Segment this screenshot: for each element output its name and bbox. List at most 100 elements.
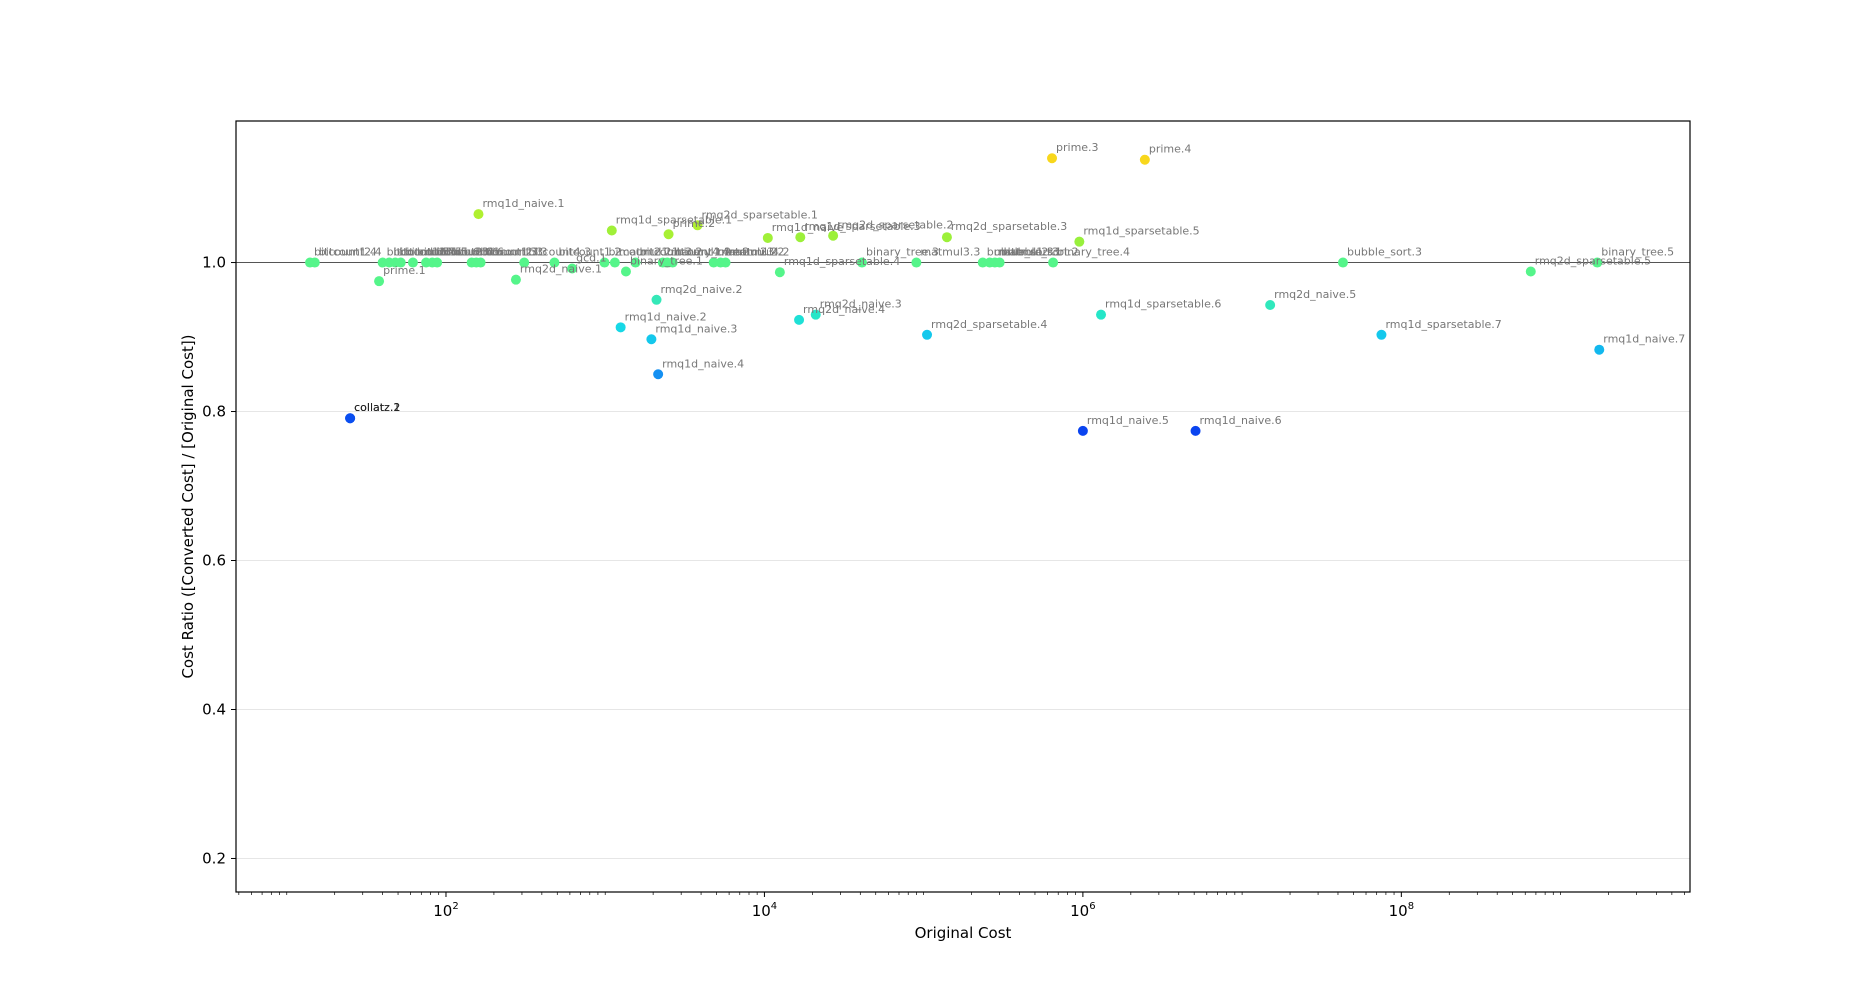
data-point	[994, 257, 1005, 268]
point-label: bitcount4.6	[441, 246, 504, 259]
data-point	[407, 257, 418, 268]
data-point	[309, 257, 320, 268]
data-point	[599, 257, 610, 268]
data-point	[615, 322, 626, 333]
data-point	[1337, 257, 1348, 268]
data-point	[630, 257, 641, 268]
data-point	[1139, 154, 1150, 165]
point-label: matmul1.2	[671, 246, 731, 259]
data-point	[1190, 425, 1201, 436]
point-label: rmq2d_sparsetable.5	[1535, 254, 1651, 267]
data-point	[762, 232, 773, 243]
point-label: matmul4.2	[730, 246, 790, 259]
data-point	[1594, 344, 1605, 355]
data-point	[1376, 329, 1387, 340]
point-label: rmq1d_naive.3	[655, 322, 737, 335]
point-label: collatz.1	[354, 401, 400, 414]
data-point	[774, 267, 785, 278]
y-axis-title: Cost Ratio ([Converted Cost] / [Original…	[179, 334, 197, 678]
plot-frame	[235, 120, 1691, 893]
data-point	[795, 232, 806, 243]
point-label: bubble_sort.1	[987, 246, 1062, 259]
data-point	[609, 257, 620, 268]
point-label: rmq1d_naive.5	[1087, 414, 1169, 427]
data-point	[653, 369, 664, 380]
point-label: matmul1.3	[994, 246, 1054, 259]
point-label: rmq2d_naive.5	[1274, 288, 1356, 301]
data-point	[510, 274, 521, 285]
y-tick-label: 0.4	[202, 700, 226, 718]
point-label: bitcount4.5	[405, 246, 468, 259]
x-tick-label: 106	[1070, 901, 1095, 920]
y-tick-label: 0.2	[202, 849, 226, 867]
x-tick-label: 102	[433, 901, 458, 920]
point-label: matmul3.3	[920, 246, 980, 259]
data-point	[977, 257, 988, 268]
point-label: rmq2d_naive.1	[520, 263, 602, 276]
data-point	[1047, 153, 1058, 164]
data-point	[646, 334, 657, 345]
x-axis-title: Original Cost	[915, 924, 1012, 942]
point-label: bitcount2.2	[609, 246, 672, 259]
point-label: matmul1.1	[619, 246, 679, 259]
data-point	[667, 257, 678, 268]
data-point	[519, 257, 530, 268]
point-label: prime.4	[1149, 143, 1192, 156]
point-label: rmq1d_naive	[772, 221, 844, 234]
data-point	[911, 257, 922, 268]
point-label: rmq1d_naive.1	[482, 197, 564, 210]
point-label: bitcount3.3	[485, 246, 548, 259]
point-label: prime.1	[383, 264, 426, 277]
point-label: bitcount1.4	[314, 246, 377, 259]
point-label: rmq1d_naive.2	[625, 310, 707, 323]
point-label: binary_tree.2	[677, 246, 750, 259]
data-point	[620, 266, 631, 277]
point-label: matmul2.3	[999, 246, 1059, 259]
x-tick-label: 108	[1389, 901, 1414, 920]
point-label: rmq2d_naive.4	[803, 303, 885, 316]
point-label: binary_tree.3	[866, 246, 939, 259]
point-label: bitcount1.6	[417, 246, 480, 259]
data-point	[1048, 257, 1059, 268]
point-label: bitcount1.2	[558, 246, 621, 259]
data-point	[828, 230, 839, 241]
grid-lines	[236, 262, 1690, 859]
point-label: bitcount4.4	[667, 246, 730, 259]
data-point	[374, 276, 385, 287]
point-label: rmq2d_sparsetable.3	[951, 220, 1067, 233]
point-label: rmq2d_sparsetable.2	[837, 219, 953, 232]
data-point	[1592, 257, 1603, 268]
point-label: collatz.2	[354, 401, 400, 414]
point-label: rmq1d_sparsetable.6	[1105, 298, 1221, 311]
point-label: bitcount1.5	[387, 246, 450, 259]
point-label: rmq2d_naive.3	[820, 298, 902, 311]
data-point	[1074, 236, 1085, 247]
data-point	[651, 294, 662, 305]
point-label: bitcount3.2	[640, 246, 703, 259]
point-label: bitcount2.6	[430, 246, 493, 259]
point-label: bitcount1.3	[476, 246, 539, 259]
data-point	[606, 225, 617, 236]
point-label: rmq1d_naive.7	[1603, 333, 1685, 346]
point-label: prime.3	[1056, 141, 1099, 154]
data-point	[794, 314, 805, 325]
data-point	[1096, 309, 1107, 320]
point-label: bitcount4.3	[528, 246, 591, 259]
data-point	[1265, 299, 1276, 310]
point-label: rmq2d_sparsetable.1	[702, 208, 818, 221]
data-point	[692, 220, 703, 231]
point-label: rmq2d_sparsetable.4	[931, 318, 1047, 331]
data-point	[395, 257, 406, 268]
point-label: rmq1d_sparsetable.1	[616, 214, 732, 227]
data-point	[475, 257, 486, 268]
y-tick-label: 0.8	[202, 403, 226, 421]
y-axis: 0.2 0.4 0.6 0.8 1.0	[202, 254, 236, 867]
point-label: prime.2	[673, 217, 716, 230]
point-label: gcd.1	[576, 251, 607, 264]
data-point	[941, 232, 952, 243]
point-label: bitcount2.3	[480, 246, 543, 259]
data-point	[810, 309, 821, 320]
point-label: rmq1d_sparsetable.5	[1083, 225, 1199, 238]
x-axis: 102 104 106 108	[238, 892, 1685, 920]
